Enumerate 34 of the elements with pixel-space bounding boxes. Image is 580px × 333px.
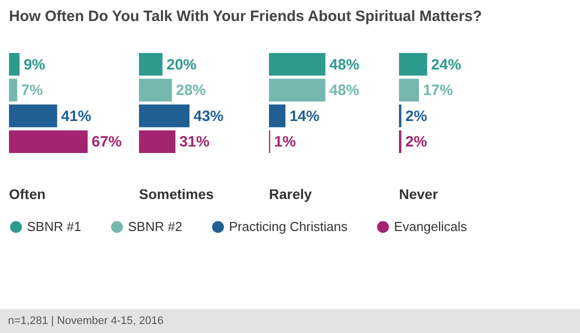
text: n=1,281 | November 4-15, 2016	[0, 309, 580, 333]
data-label: 24%	[431, 56, 462, 74]
bar	[9, 104, 58, 128]
legend-label: SBNR #2	[128, 219, 182, 234]
data-label: 2%	[405, 134, 428, 151]
data-label: 28%	[176, 82, 206, 100]
data-label: 9%	[24, 56, 46, 74]
bar	[9, 130, 88, 153]
bar	[139, 78, 172, 102]
x-axis-title: Rarely	[269, 186, 312, 202]
data-label: 48%	[329, 56, 360, 74]
bar	[9, 53, 20, 76]
legend-label: Evangelicals	[394, 219, 468, 234]
data-label: 1%	[274, 134, 296, 151]
data-label: 41%	[61, 108, 92, 125]
data-label: 7%	[21, 82, 43, 100]
data-label: 14%	[289, 108, 320, 125]
bar	[139, 130, 176, 153]
text: How Often Do You Talk With Your Friends About Spiritual Matters?	[9, 8, 482, 25]
x-axis-title: Never	[399, 186, 438, 202]
legend-label: SBNR #1	[27, 219, 82, 234]
bar	[9, 78, 18, 102]
data-label: 43%	[193, 108, 224, 125]
x-axis-title: Often	[9, 186, 46, 202]
bar	[139, 53, 162, 76]
legend-label: Practicing Christians	[229, 219, 348, 234]
data-label: 31%	[179, 134, 210, 151]
data-label: 20%	[166, 56, 197, 74]
data-label: 67%	[92, 134, 122, 151]
bar	[139, 104, 190, 128]
x-axis-title: Sometimes	[139, 186, 214, 202]
data-label: 48%	[329, 82, 360, 100]
data-label: 2%	[405, 108, 428, 125]
data-label: 17%	[422, 82, 453, 100]
